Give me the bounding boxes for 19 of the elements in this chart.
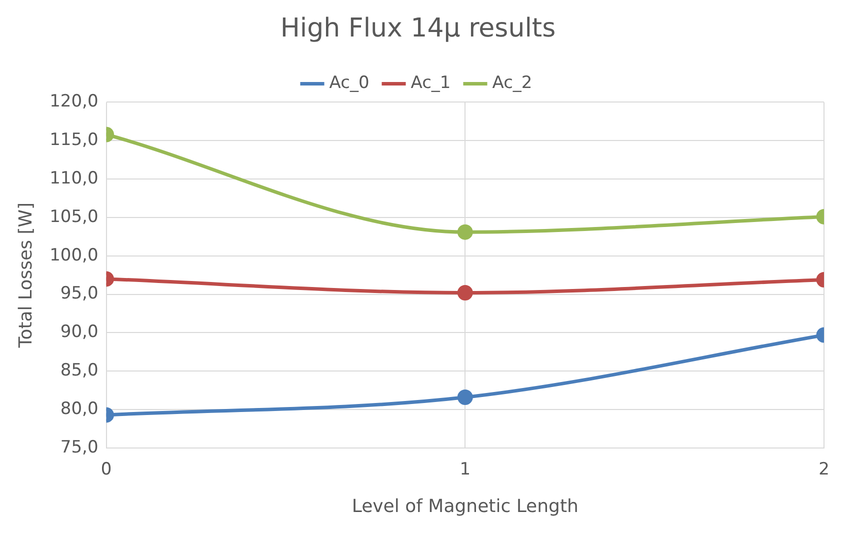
y-tick-label: 105,0: [50, 206, 98, 227]
y-tick-label: 80,0: [60, 399, 98, 419]
y-tick-label: 95,0: [60, 284, 98, 304]
x-axis-title: Level of Magnetic Length: [352, 496, 578, 517]
legend-label: Ac_1: [410, 73, 451, 94]
y-tick-label: 115,0: [50, 130, 98, 150]
y-tick-label: 85,0: [60, 360, 98, 381]
legend-label: Ac_2: [492, 73, 532, 94]
y-tick-label: 120,0: [50, 92, 98, 112]
x-tick-label: 2: [818, 460, 830, 480]
x-tick-label: 0: [100, 460, 112, 480]
legend-label: Ac_0: [329, 73, 370, 94]
chart-title: High Flux 14μ results: [280, 13, 556, 44]
y-tick-label: 90,0: [60, 322, 98, 342]
y-tick-label: 100,0: [50, 245, 98, 266]
x-tick-label: 1: [460, 460, 471, 480]
y-axis-title: Total Losses [W]: [15, 202, 36, 349]
y-tick-label: 110,0: [50, 168, 98, 188]
y-tick-label: 75,0: [60, 437, 98, 458]
